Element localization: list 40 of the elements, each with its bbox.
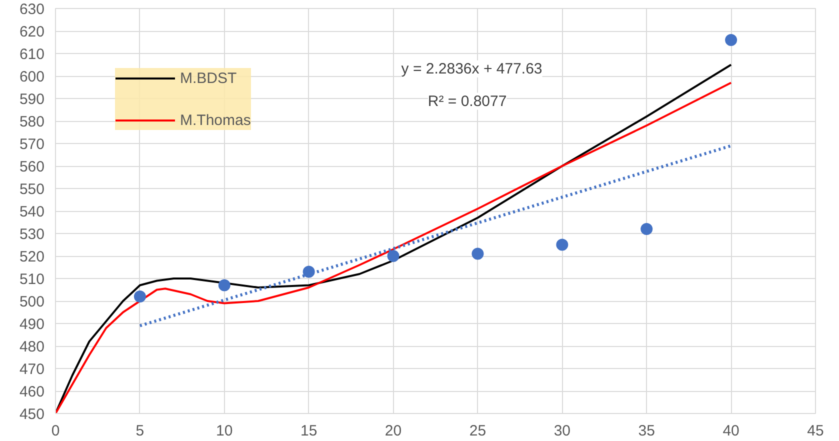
- annotation: R² = 0.8077: [428, 92, 507, 110]
- x-tick-label: 20: [384, 422, 402, 440]
- y-tick-label: 470: [19, 361, 45, 378]
- point: [218, 279, 230, 292]
- y-tick-label: 540: [19, 204, 45, 220]
- point: [387, 250, 400, 262]
- y-tick-label: 600: [19, 68, 45, 86]
- y-tick-label: 490: [19, 316, 45, 333]
- legend-label: M.Thomas: [180, 112, 251, 128]
- x-tick-label: 15: [300, 422, 318, 440]
- x-tick-label: 45: [807, 422, 824, 440]
- y-tick-label: 500: [19, 294, 45, 310]
- point: [725, 34, 738, 46]
- y-tick-label: 450: [19, 406, 45, 423]
- legend-label: M.BDST: [180, 70, 237, 86]
- x-tick-label: 30: [554, 422, 571, 440]
- y-tick-label: 580: [19, 114, 45, 130]
- y-tick-label: 620: [19, 24, 45, 40]
- y-tick-label: 520: [19, 248, 45, 266]
- x-tick-label: 25: [469, 422, 486, 440]
- y-tick-label: 530: [19, 226, 45, 243]
- point: [640, 223, 653, 235]
- x-tick-label: 35: [638, 422, 655, 440]
- x-tick-label: 0: [51, 422, 60, 440]
- y-tick-label: 570: [19, 136, 45, 153]
- point: [134, 290, 146, 302]
- point: [472, 248, 484, 260]
- y-tick-label: 480: [19, 338, 45, 356]
- annotation: y = 2.2836x + 477.63: [401, 60, 542, 78]
- x-tick-label: 10: [216, 422, 233, 440]
- y-tick-label: 510: [19, 271, 45, 288]
- y-tick-label: 560: [19, 158, 45, 176]
- x-tick-label: 5: [136, 422, 144, 440]
- y-tick-label: 630: [19, 1, 45, 18]
- x-tick-label: 40: [722, 422, 740, 440]
- y-tick-label: 610: [19, 46, 45, 63]
- y-tick-label: 460: [19, 384, 45, 400]
- point: [556, 238, 568, 251]
- y-tick-label: 550: [19, 181, 45, 198]
- y-tick-label: 590: [19, 91, 45, 108]
